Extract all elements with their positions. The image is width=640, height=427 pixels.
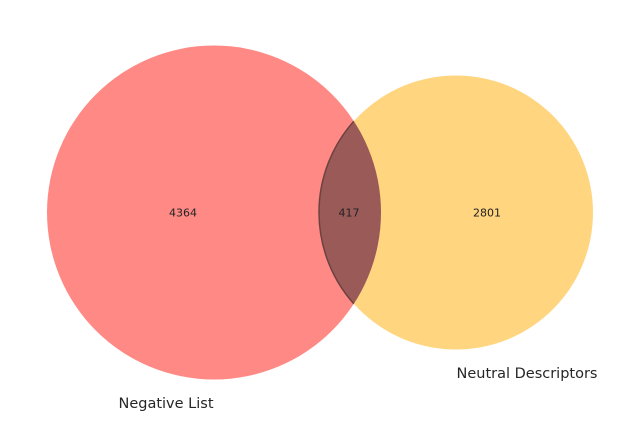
neutral-descriptors-circle (319, 75, 593, 350)
neutral-descriptors-label: Neutral Descriptors (456, 366, 597, 382)
negative-list-label: Negative List (118, 396, 213, 412)
neutral-descriptors-only-count: 2801 (473, 207, 501, 220)
intersection-region (318, 74, 381, 351)
negative-list-only-count: 4364 (169, 207, 197, 220)
intersection-count: 417 (339, 207, 360, 220)
negative-list-circle (47, 45, 381, 380)
